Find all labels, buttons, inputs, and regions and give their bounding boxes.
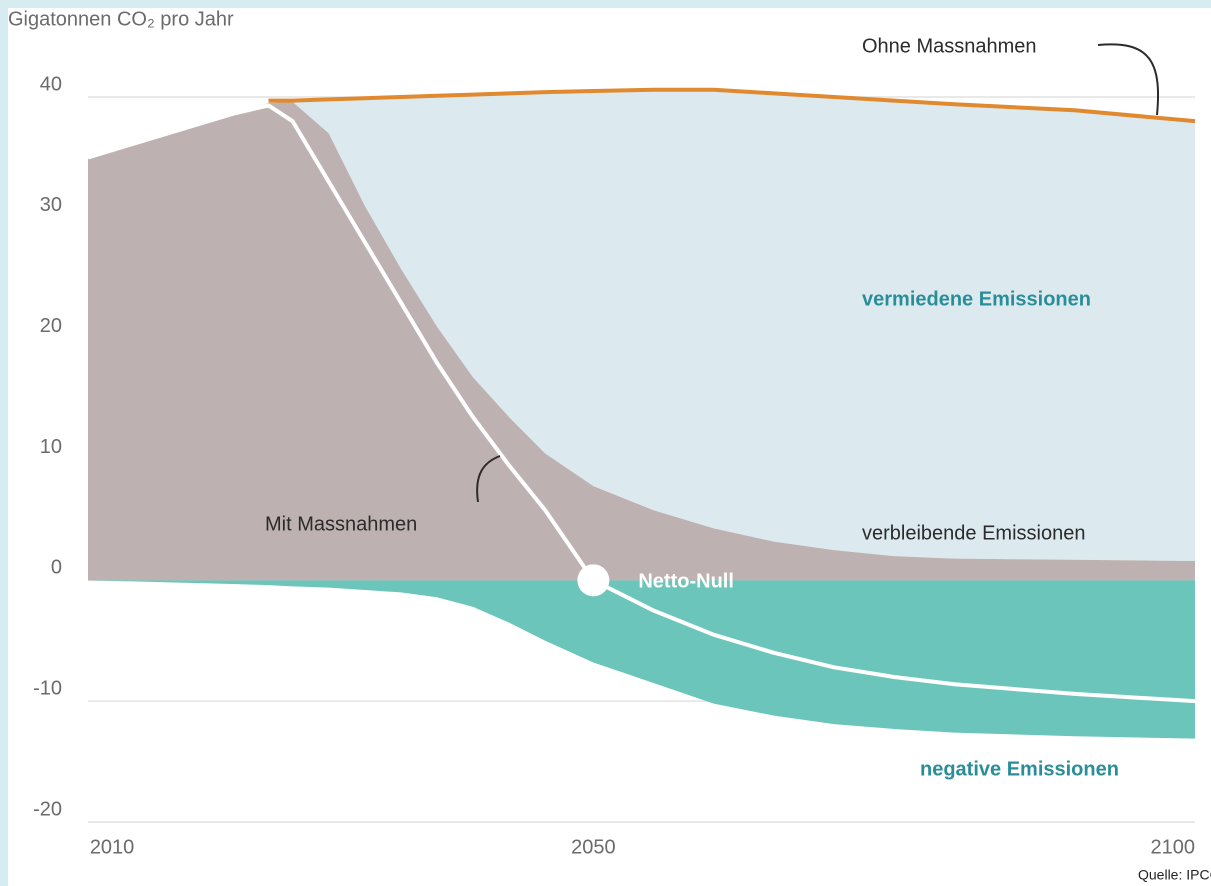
y-tick-label: 10	[40, 436, 62, 458]
annotation: vermiedene Emissionen	[862, 288, 1091, 310]
annotation: Netto-Null	[638, 571, 734, 593]
y-tick-label: 20	[40, 315, 62, 337]
line	[268, 87, 1196, 124]
annotation: negative Emissionen	[920, 758, 1119, 780]
area	[88, 101, 1195, 581]
marks	[87, 87, 1196, 739]
x-tick-label: 2010	[90, 836, 135, 858]
annotation: verbleibende Emissionen	[862, 522, 1085, 544]
y-tick-label: 30	[40, 194, 62, 216]
x-tick-label: 2050	[571, 836, 616, 858]
leader-line	[476, 455, 501, 503]
avoided-area	[268, 89, 1195, 561]
y-tick-label: -10	[33, 677, 62, 699]
y-axis-label: Gigatonnen CO₂ pro Jahr	[8, 8, 234, 30]
leader-line	[1097, 43, 1159, 116]
annotation: Ohne Massnahmen	[862, 35, 1037, 57]
y-tick-label: -20	[33, 798, 62, 820]
annotation: Mit Massnahmen	[265, 513, 417, 535]
y-tick-label: 40	[40, 73, 62, 95]
line	[87, 103, 1196, 704]
y-tick-label: 0	[51, 557, 62, 579]
net-zero-point	[577, 564, 610, 597]
area	[88, 580, 1195, 739]
x-tick-label: 2100	[1151, 836, 1196, 858]
source: Quelle: IPCC	[1138, 867, 1211, 883]
